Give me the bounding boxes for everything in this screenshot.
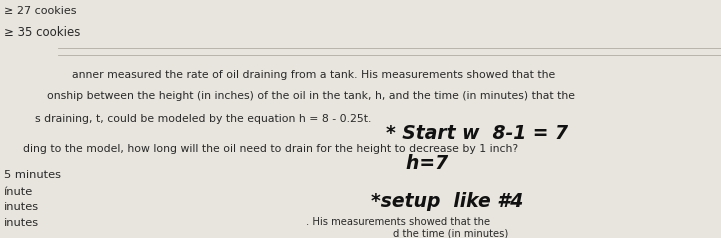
Text: 5 minutes: 5 minutes — [4, 170, 61, 180]
Text: * Start w  8-1 = 7: * Start w 8-1 = 7 — [386, 124, 567, 143]
Text: anner measured the rate of oil draining from a tank. His measurements showed tha: anner measured the rate of oil draining … — [72, 70, 555, 80]
Text: h=7: h=7 — [393, 154, 448, 173]
Text: ínute: ínute — [4, 187, 33, 197]
Text: inutes: inutes — [4, 202, 39, 212]
Text: d the time (in minutes): d the time (in minutes) — [393, 229, 508, 238]
Text: inutes: inutes — [4, 218, 39, 228]
Text: ≥ 35 cookies: ≥ 35 cookies — [4, 26, 80, 39]
Text: onship between the height (in inches) of the oil in the tank, h, and the time (i: onship between the height (in inches) of… — [47, 91, 575, 101]
Text: ding to the model, how long will the oil need to drain for the height to decreas: ding to the model, how long will the oil… — [23, 144, 518, 154]
Text: . His measurements showed that the: . His measurements showed that the — [306, 217, 490, 227]
Text: ≥ 27 cookies: ≥ 27 cookies — [4, 6, 76, 16]
Text: *setup  like #4: *setup like #4 — [371, 192, 523, 211]
Text: s draining, t, could be modeled by the equation h = 8 - 0.25t.: s draining, t, could be modeled by the e… — [35, 114, 371, 124]
